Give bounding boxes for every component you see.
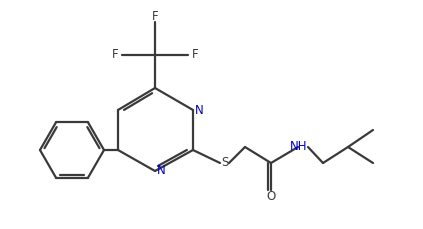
Text: F: F — [152, 11, 158, 24]
Text: N: N — [157, 164, 165, 177]
Text: F: F — [112, 49, 118, 62]
Text: NH: NH — [290, 139, 308, 153]
Text: S: S — [221, 156, 229, 169]
Text: N: N — [195, 104, 203, 117]
Text: F: F — [192, 49, 198, 62]
Text: O: O — [266, 190, 276, 202]
